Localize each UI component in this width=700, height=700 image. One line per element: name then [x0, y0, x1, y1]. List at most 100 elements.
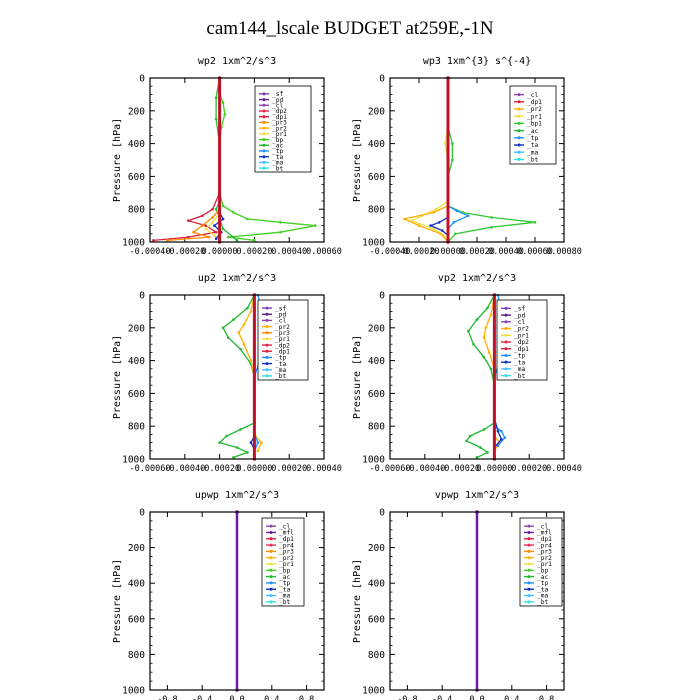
legend-marker: [265, 325, 269, 329]
x-tick-label: -0.00040: [404, 464, 445, 474]
x-tick-label: -0.00060: [130, 464, 171, 474]
y-tick-label: 400: [368, 139, 385, 150]
legend-label: _bp: [272, 137, 283, 144]
legend-marker: [517, 157, 521, 161]
data-point: [246, 217, 249, 221]
legend-label: _ma: [279, 593, 290, 600]
legend-marker: [504, 320, 508, 324]
y-tick-label: 1000: [362, 686, 385, 697]
data-point: [242, 323, 246, 326]
data-point: [468, 434, 472, 438]
y-tick-label: 200: [368, 323, 385, 334]
legend-marker: [517, 107, 521, 111]
legend-label: _dp1: [279, 536, 294, 543]
data-point: [214, 230, 218, 234]
x-tick-label: 0.00080: [546, 247, 582, 257]
legend-label: _sf: [275, 305, 286, 312]
legend-label: _pr3: [272, 120, 287, 127]
data-point: [213, 234, 216, 237]
legend-label: _mfl: [279, 530, 294, 537]
x-tick-label: 0.00060: [306, 247, 342, 257]
legend-label: _pr2: [275, 324, 290, 331]
chart-title: wp2 1xm^2/s^3: [198, 56, 276, 67]
legend-label: _pr4: [537, 542, 552, 549]
legend-label: _dp2: [272, 108, 287, 115]
data-point: [246, 451, 249, 454]
legend-marker: [262, 109, 266, 113]
data-point: [246, 306, 249, 310]
legend-marker: [262, 103, 266, 107]
legend-marker: [504, 340, 508, 344]
data-point: [239, 428, 242, 431]
data-point: [223, 112, 227, 116]
legend-label: _ta: [527, 142, 538, 149]
data-point: [221, 326, 225, 330]
legend-label: _dp1: [527, 99, 542, 106]
y-tick-label: 0: [139, 508, 145, 519]
legend-marker: [269, 581, 273, 585]
data-point: [166, 239, 169, 242]
legend-marker: [269, 556, 273, 560]
data-point: [256, 441, 260, 444]
y-tick-label: 400: [128, 139, 145, 150]
x-tick-label: 0.4: [264, 695, 279, 700]
plot-frame: [149, 294, 325, 460]
legend-marker: [517, 136, 521, 140]
legend-marker: [265, 318, 269, 322]
y-tick-label: 0: [379, 74, 385, 85]
legend-marker: [269, 594, 273, 598]
legend-marker: [517, 143, 521, 147]
x-tick-label: 0.8: [539, 695, 554, 700]
legend-label: _tp: [272, 148, 283, 155]
data-point: [235, 239, 239, 242]
legend-label: _tp: [514, 353, 525, 360]
data-point: [214, 96, 218, 99]
y-tick-label: 1000: [362, 238, 385, 249]
data-point: [435, 207, 438, 211]
legend-label: _ac: [272, 142, 283, 149]
legend-marker: [262, 160, 266, 164]
chart-title: upwp 1xm^2/s^3: [195, 490, 279, 501]
data-point: [200, 214, 204, 218]
y-tick-label: 600: [368, 389, 385, 400]
x-tick-label: 0.0: [229, 695, 244, 700]
legend-label: _ma: [275, 367, 286, 374]
chart-panel-2: wp3 1xm^{3} s^{-4} Pressure [hPa] 0 200 400 6…: [352, 56, 582, 257]
legend-label: _pr1: [537, 561, 552, 568]
legend-label: _pd: [514, 312, 525, 319]
legend-label: _dp1: [272, 114, 287, 121]
data-point: [200, 224, 204, 227]
legend-marker: [262, 143, 266, 147]
y-tick-label: 600: [128, 389, 145, 400]
chart-panel-6: vpwp 1xm^2/s^3 Pressure [hPa] 0 200 400 600 80…: [352, 490, 565, 700]
legend-marker: [262, 120, 266, 124]
data-point: [214, 237, 218, 241]
legend-marker: [517, 100, 521, 104]
y-axis-label: Pressure [hPa]: [112, 559, 123, 643]
y-tick-label: 800: [368, 422, 385, 433]
data-point: [482, 428, 486, 431]
legend-marker: [262, 115, 266, 119]
y-tick-label: 0: [139, 291, 145, 302]
data-point: [496, 429, 500, 433]
series-line: [153, 78, 221, 242]
legend-label: _ta: [537, 586, 548, 593]
data-point: [465, 439, 468, 443]
x-tick-label: -0.00020: [164, 247, 205, 257]
y-tick-label: 200: [368, 106, 385, 117]
legend-marker: [269, 568, 273, 572]
data-point: [486, 306, 489, 310]
data-point: [486, 451, 489, 454]
data-point: [213, 224, 216, 227]
legend-label: _tp: [279, 580, 290, 587]
data-point: [227, 235, 230, 239]
legend-label: _cl: [537, 523, 548, 530]
data-point: [452, 221, 456, 224]
x-tick-label: 0.00060: [517, 247, 553, 257]
legend-label: _bp1: [527, 121, 542, 128]
legend-marker: [504, 353, 508, 357]
data-point: [242, 342, 246, 346]
legend-label: _bt: [537, 599, 548, 606]
y-tick-label: 400: [368, 579, 385, 590]
chart-panel-1: wp2 1xm^2/s^3 Pressure [hPa] 0 200 400 600 800…: [112, 56, 342, 257]
